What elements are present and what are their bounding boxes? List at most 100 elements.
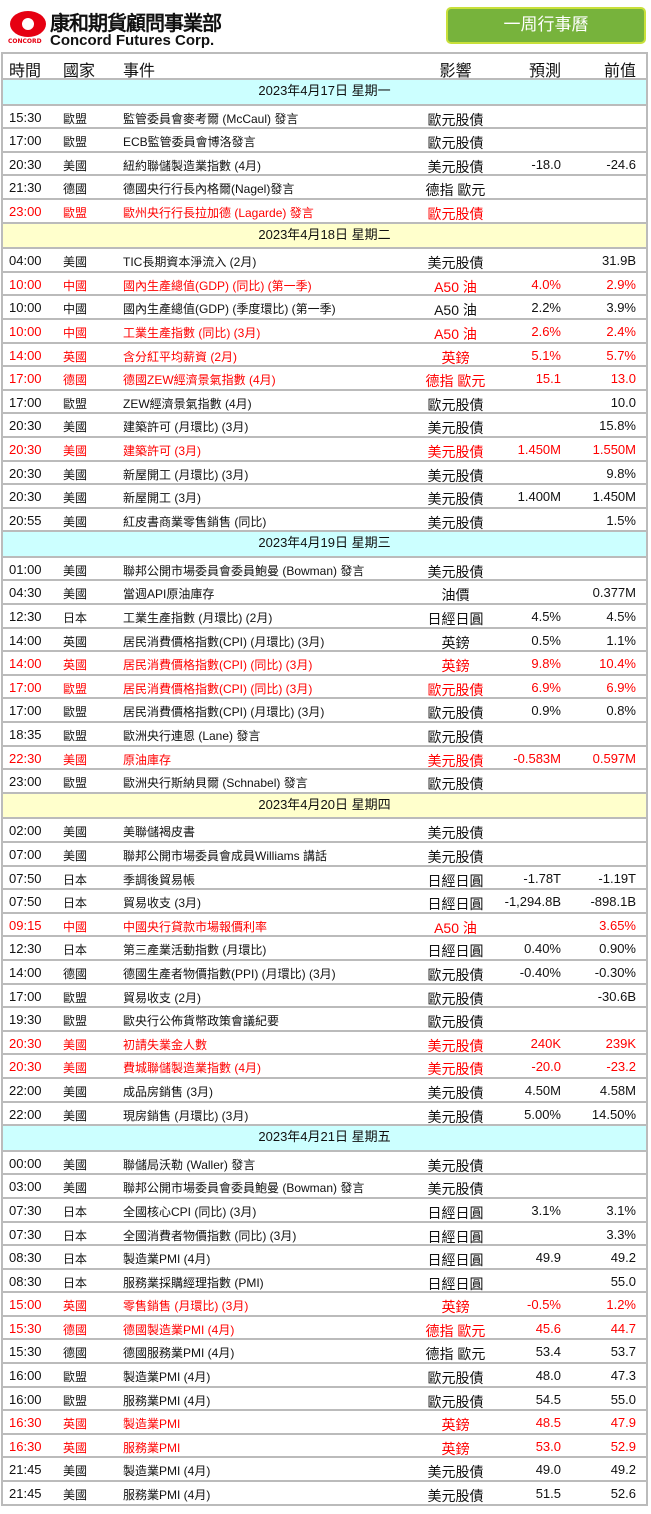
cell-previous: 52.6 [610,1486,636,1502]
table-row: 14:00 英國 含分紅平均薪資 (2月) 英鎊 5.1% 5.7% [3,344,646,368]
cell-country: 歐盟 [63,729,88,744]
cell-time: 09:15 [9,917,42,933]
table-row: 15:00 英國 零售銷售 (月環比) (3月) 英鎊 -0.5% 1.2% [3,1293,646,1317]
table-row: 16:00 歐盟 製造業PMI (4月) 歐元股債 48.0 47.3 [3,1364,646,1388]
table-row: 20:30 美國 建築許可 (月環比) (3月) 美元股債 15.8% [3,414,646,438]
table-row: 20:30 美國 建築許可 (3月) 美元股債 1.450M 1.550M [3,438,646,462]
cell-impact: 歐元股債 [427,705,484,722]
cell-country: 歐盟 [63,1370,88,1385]
cell-forecast: 0.5% [531,632,561,648]
cell-impact: 油價 [441,587,470,604]
cell-impact: 日經日圓 [427,611,484,628]
cell-event: 歐洲央行斯納貝爾 (Schnabel) 發言 [123,776,308,791]
cell-country: 美國 [63,255,88,270]
table-row: 04:00 美國 TIC長期資本淨流入 (2月) 美元股債 31.9B [3,249,646,273]
table-row: 20:30 美國 新屋開工 (3月) 美元股債 1.400M 1.450M [3,485,646,509]
cell-impact: 美元股債 [427,1108,484,1125]
cell-country: 英國 [63,1440,88,1455]
cell-previous: 6.9% [606,679,636,695]
cell-country: 歐盟 [63,776,88,791]
cell-time: 20:30 [9,465,42,481]
cell-event: 製造業PMI [123,1417,181,1432]
cell-event: 中國央行貸款市場報價利率 [123,919,268,934]
day-header: 2023年4月19日 星期三 [3,532,646,558]
cell-impact: 日經日圓 [427,872,484,889]
table-row: 20:30 美國 初請失業金人數 美元股債 240K 239K [3,1032,646,1056]
cell-event: 貿易收支 (2月) [123,990,202,1005]
cell-time: 00:00 [9,1155,42,1171]
table-row: 23:00 歐盟 歐洲央行斯納貝爾 (Schnabel) 發言 歐元股債 [3,770,646,794]
cell-country: 美國 [63,587,88,602]
cell-forecast: 1.450M [517,441,561,457]
cell-impact: 英鎊 [441,349,470,366]
cell-time: 20:55 [9,512,42,528]
cell-forecast: 5.1% [531,347,561,363]
table-row: 21:30 德國 德國央行行長內格爾(Nagel)發言 德指 歐元 [3,176,646,200]
cell-event: 當週API原油庫存 [123,587,215,602]
cell-previous: 1.550M [592,441,636,457]
table-row: 07:30 日本 全國消費者物價指數 (同比) (3月) 日經日圓 3.3% [3,1223,646,1247]
cell-country: 英國 [63,1417,88,1432]
day-header: 2023年4月18日 星期二 [3,223,646,250]
brand-name-cn: 康和期貨顧問事業部 [50,11,222,35]
cell-impact: 日經日圓 [427,1275,484,1292]
table-row: 15:30 德國 德國製造業PMI (4月) 德指 歐元 45.6 44.7 [3,1317,646,1341]
table-row: 00:00 美國 聯儲局沃勒 (Waller) 發言 美元股債 [3,1152,646,1176]
table-row: 12:30 日本 工業生產指數 (月環比) (2月) 日經日圓 4.5% 4.5% [3,605,646,629]
cell-previous: 44.7 [610,1320,636,1336]
cell-country: 美國 [63,1181,88,1196]
cell-time: 20:30 [9,1035,42,1051]
cell-event: 新屋開工 (3月) [123,491,202,506]
day-header: 2023年4月17日 星期一 [3,80,646,106]
cell-event: 聯邦公開市場委員會委員鮑曼 (Bowman) 發言 [123,563,365,578]
cell-country: 美國 [63,1464,88,1479]
cell-previous: 49.2 [610,1250,636,1266]
table-row: 15:30 德國 德國服務業PMI (4月) 德指 歐元 53.4 53.7 [3,1340,646,1365]
cell-forecast: 1.400M [517,489,561,505]
table-row: 15:30 歐盟 監管委員會麥考爾 (McCaul) 發言 歐元股債 [3,106,646,130]
table-row: 01:00 美國 聯邦公開市場委員會委員鮑曼 (Bowman) 發言 美元股債 [3,558,646,582]
cell-impact: 美元股債 [427,1084,484,1101]
cell-event: 居民消費價格指數(CPI) (同比) (3月) [123,681,313,696]
cell-time: 20:30 [9,1059,42,1075]
cell-impact: A50 油 [434,278,477,295]
cell-impact: 日經日圓 [427,1228,484,1245]
cell-previous: -30.6B [597,988,636,1004]
cell-time: 21:30 [9,180,42,196]
cell-previous: 13.0 [610,371,636,387]
cell-event: 含分紅平均薪資 (2月) [123,349,238,364]
cell-previous: 3.9% [606,300,636,316]
cell-impact: 美元股債 [427,255,484,272]
cell-forecast: 9.8% [531,656,561,672]
cell-country: 美國 [63,1061,88,1076]
cell-previous: 1.1% [606,632,636,648]
header-impact: 影響 [439,63,472,80]
cell-time: 04:00 [9,253,42,269]
table-row: 07:30 日本 全國核心CPI (同比) (3月) 日經日圓 3.1% 3.1% [3,1199,646,1223]
table-row: 12:30 日本 第三產業活動指數 (月環比) 日經日圓 0.40% 0.90% [3,937,646,961]
cell-country: 英國 [63,658,88,673]
weekly-calendar-button[interactable]: 一周行事曆 [446,7,646,44]
cell-country: 美國 [63,1037,88,1052]
cell-country: 歐盟 [63,135,88,150]
cell-country: 英國 [63,634,88,649]
cell-event: 國內生產總值(GDP) (季度環比) (第一季) [123,302,336,317]
cell-impact: 美元股債 [427,1488,484,1505]
table-row: 02:00 美國 美聯儲褐皮書 美元股債 [3,819,646,843]
cell-time: 07:30 [9,1226,42,1242]
cell-forecast: -1.78T [523,870,561,886]
cell-previous: 3.65% [599,917,636,933]
day-header: 2023年4月20日 星期四 [3,793,646,820]
cell-event: 德國製造業PMI (4月) [123,1322,235,1337]
table-row: 21:45 美國 服務業PMI (4月) 美元股債 51.5 52.6 [3,1482,646,1506]
cell-impact: 德指 歐元 [425,373,486,390]
cell-event: 第三產業活動指數 (月環比) [123,943,267,958]
cell-previous: -1.19T [598,870,636,886]
cell-time: 16:00 [9,1391,42,1407]
table-row: 17:00 歐盟 貿易收支 (2月) 歐元股債 -30.6B [3,985,646,1009]
cell-country: 歐盟 [63,396,88,411]
cell-time: 16:30 [9,1415,42,1431]
cell-event: 全國核心CPI (同比) (3月) [123,1204,257,1219]
cell-time: 10:00 [9,323,42,339]
cell-forecast: 0.40% [524,941,561,957]
